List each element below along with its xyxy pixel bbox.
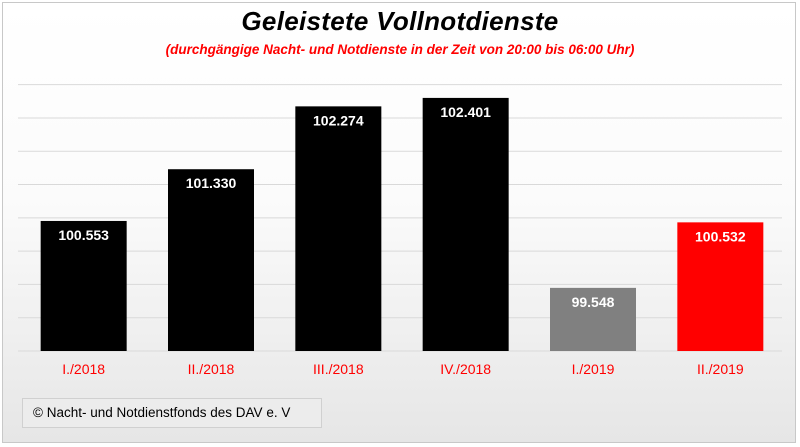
- value-label: 100.532: [695, 228, 746, 244]
- category-labels: I./2018 II./2018 III./2018 IV./2018 I./2019 I…: [62, 361, 744, 377]
- bars: [40, 97, 764, 352]
- footer-copyright: © Nacht- und Notdienstfonds des DAV e. V: [22, 398, 322, 428]
- category-label: I./2019: [572, 361, 615, 377]
- value-label: 101.330: [186, 175, 237, 191]
- bar-ii-2019: [677, 222, 764, 351]
- bar-i-2019: [550, 287, 636, 351]
- chart-frame: [2, 2, 796, 443]
- value-label: 100.553: [58, 227, 109, 243]
- category-label: II./2018: [188, 361, 235, 377]
- value-label: 102.274: [313, 112, 364, 128]
- category-label: III./2018: [313, 361, 364, 377]
- value-label: 102.401: [440, 104, 491, 120]
- category-label: II./2019: [697, 361, 744, 377]
- category-label: I./2018: [62, 361, 105, 377]
- bar-iv-2018: [422, 97, 509, 351]
- value-label: 99.548: [572, 294, 615, 310]
- gridlines: [18, 84, 782, 352]
- bar-ii-2018: [168, 169, 254, 351]
- value-labels: 100.553 101.330 102.274 102.401 99.548 100.53…: [58, 104, 745, 310]
- bar-i-2018: [40, 220, 127, 351]
- category-label: IV./2018: [440, 361, 491, 377]
- chart-subtitle: (durchgängige Nacht- und Notdienste in d…: [165, 42, 635, 57]
- bar-iii-2018: [295, 106, 382, 352]
- chart-title: Geleistete Vollnotdienste: [241, 6, 559, 36]
